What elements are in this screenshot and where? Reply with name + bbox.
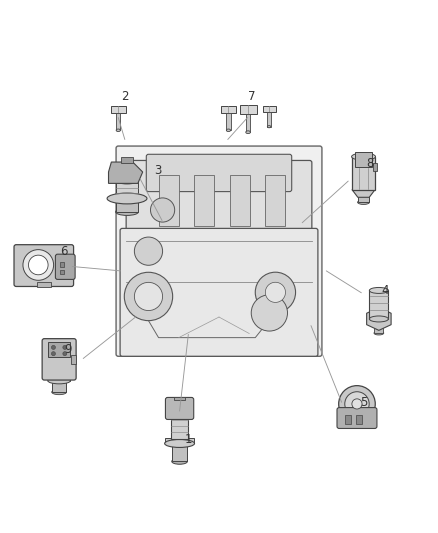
Text: 8: 8 bbox=[367, 157, 374, 170]
Circle shape bbox=[265, 282, 286, 302]
Bar bbox=[265, 175, 286, 227]
Bar bbox=[345, 415, 351, 424]
Ellipse shape bbox=[374, 331, 384, 335]
Bar bbox=[194, 175, 214, 227]
Ellipse shape bbox=[172, 458, 187, 464]
Text: 4: 4 bbox=[381, 284, 389, 297]
Bar bbox=[165, 438, 194, 443]
Bar bbox=[355, 152, 372, 167]
FancyBboxPatch shape bbox=[337, 408, 377, 429]
Polygon shape bbox=[367, 308, 391, 330]
Circle shape bbox=[255, 272, 296, 312]
Circle shape bbox=[124, 272, 173, 321]
Ellipse shape bbox=[116, 129, 120, 132]
Text: 1: 1 bbox=[184, 433, 192, 446]
Bar bbox=[221, 106, 236, 114]
Circle shape bbox=[23, 249, 53, 280]
Ellipse shape bbox=[246, 131, 251, 134]
Bar bbox=[246, 114, 251, 132]
FancyBboxPatch shape bbox=[146, 154, 292, 191]
Bar bbox=[60, 270, 64, 274]
Bar bbox=[121, 157, 133, 163]
Bar bbox=[240, 105, 257, 114]
Bar bbox=[110, 106, 126, 114]
Ellipse shape bbox=[357, 200, 370, 205]
Bar bbox=[60, 262, 64, 266]
Circle shape bbox=[251, 295, 287, 331]
Circle shape bbox=[339, 386, 375, 422]
Circle shape bbox=[345, 392, 369, 416]
Bar bbox=[48, 342, 70, 357]
Bar bbox=[116, 114, 120, 130]
Ellipse shape bbox=[267, 126, 271, 128]
Bar bbox=[159, 175, 179, 227]
Polygon shape bbox=[352, 182, 375, 197]
Circle shape bbox=[63, 345, 67, 350]
Ellipse shape bbox=[171, 412, 188, 418]
Bar bbox=[369, 290, 389, 319]
Bar bbox=[374, 322, 384, 333]
Circle shape bbox=[28, 255, 48, 275]
Text: 5: 5 bbox=[360, 396, 367, 409]
Ellipse shape bbox=[52, 390, 67, 394]
FancyBboxPatch shape bbox=[126, 160, 312, 237]
Ellipse shape bbox=[116, 177, 138, 184]
Text: 9: 9 bbox=[64, 343, 72, 356]
Bar bbox=[352, 157, 375, 190]
Circle shape bbox=[51, 352, 56, 356]
Text: 7: 7 bbox=[248, 90, 256, 103]
Ellipse shape bbox=[116, 208, 138, 215]
Circle shape bbox=[63, 352, 67, 356]
Bar bbox=[116, 181, 138, 198]
Bar bbox=[71, 355, 76, 364]
Bar bbox=[174, 397, 185, 400]
Text: 2: 2 bbox=[121, 90, 129, 103]
FancyBboxPatch shape bbox=[116, 146, 322, 356]
Bar bbox=[230, 175, 250, 227]
Circle shape bbox=[151, 198, 175, 222]
Ellipse shape bbox=[369, 316, 389, 322]
Bar bbox=[262, 106, 276, 112]
Bar bbox=[37, 282, 50, 287]
Ellipse shape bbox=[165, 440, 194, 448]
Bar bbox=[52, 380, 66, 392]
Bar bbox=[116, 198, 138, 212]
Text: 3: 3 bbox=[154, 164, 161, 176]
Text: 6: 6 bbox=[60, 245, 67, 257]
Bar bbox=[358, 192, 369, 202]
Polygon shape bbox=[109, 162, 143, 183]
Ellipse shape bbox=[226, 129, 230, 132]
FancyBboxPatch shape bbox=[166, 398, 194, 419]
FancyBboxPatch shape bbox=[55, 254, 75, 279]
Bar bbox=[171, 415, 188, 439]
Ellipse shape bbox=[352, 153, 375, 160]
Bar bbox=[226, 114, 230, 130]
Ellipse shape bbox=[48, 377, 71, 384]
Bar bbox=[356, 415, 362, 424]
FancyBboxPatch shape bbox=[120, 229, 318, 356]
Bar bbox=[267, 112, 271, 127]
Ellipse shape bbox=[107, 193, 147, 204]
Circle shape bbox=[352, 399, 362, 409]
Ellipse shape bbox=[369, 287, 389, 294]
FancyBboxPatch shape bbox=[14, 245, 74, 286]
Bar bbox=[48, 377, 70, 381]
Bar bbox=[172, 443, 187, 462]
Circle shape bbox=[51, 345, 56, 350]
Circle shape bbox=[134, 282, 162, 311]
Circle shape bbox=[134, 237, 162, 265]
Bar bbox=[373, 163, 377, 171]
FancyBboxPatch shape bbox=[42, 338, 76, 380]
